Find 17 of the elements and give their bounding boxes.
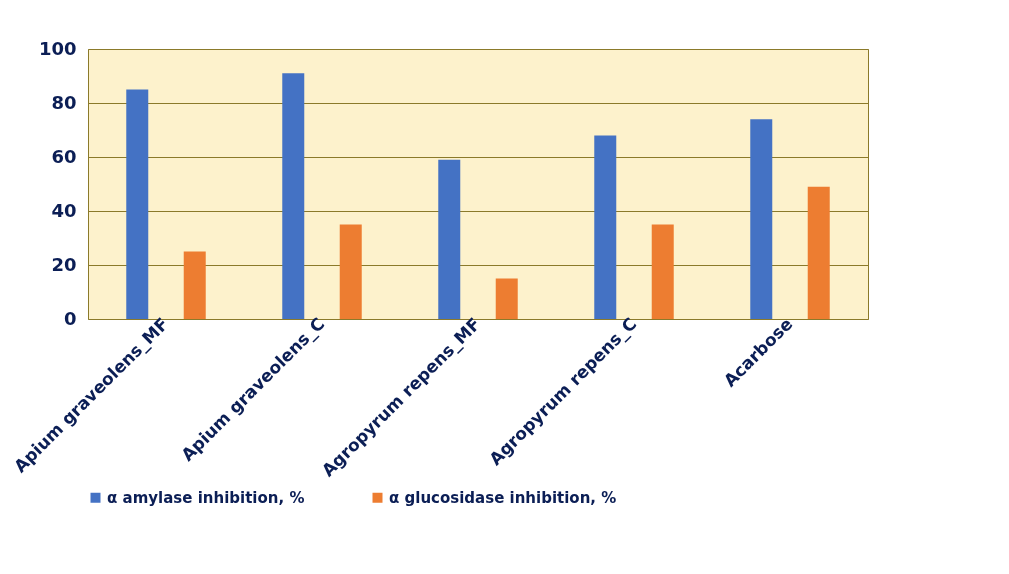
bar — [126, 89, 149, 319]
bar — [651, 224, 674, 319]
legend-label: α amylase inhibition, % — [107, 488, 305, 507]
bar — [183, 251, 206, 319]
legend-label: α glucosidase inhibition, % — [389, 488, 617, 507]
bar — [594, 135, 617, 319]
bar — [495, 278, 518, 319]
y-tick-label: 20 — [51, 253, 77, 275]
y-tick-label: 40 — [51, 199, 77, 221]
bar — [750, 119, 773, 319]
y-tick-label: 60 — [51, 145, 77, 167]
y-tick-label: 100 — [38, 37, 77, 59]
bar — [339, 224, 362, 319]
y-tick-label: 80 — [51, 91, 77, 113]
bar — [282, 73, 305, 319]
bar — [438, 159, 461, 319]
bar — [807, 186, 830, 319]
